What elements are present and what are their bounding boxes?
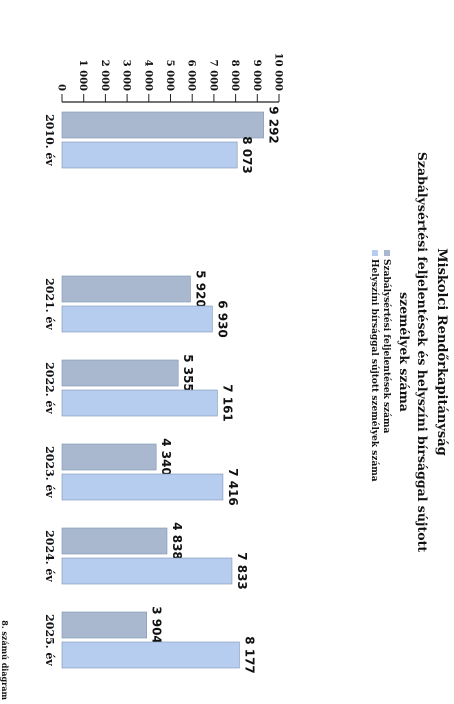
chart-legend: Szabálysértési feljelentések számaHelysz…: [369, 250, 392, 482]
data-label: 4 340: [159, 438, 173, 476]
category-label: 2025. év: [43, 614, 56, 666]
legend-swatch: [384, 250, 390, 256]
value-axis: 0 1 000 2 000 3 000 4 000 5 000 6 000 7 000 8 00…: [56, 53, 284, 103]
axis-tick-label: 10 000: [273, 53, 284, 91]
data-label: 3 904: [150, 606, 164, 644]
axis-tick-label: 9 000: [251, 60, 262, 91]
bar: [61, 611, 148, 639]
bar: [61, 389, 218, 417]
chart-title-line: személyek száma: [397, 292, 412, 412]
bar: [61, 641, 240, 669]
bar: [61, 275, 191, 303]
data-label: 5 355: [181, 354, 195, 392]
chart-title-line: Szabálysértési feljelentések és helyszín…: [415, 152, 430, 552]
axis-tick-label: 5 000: [164, 60, 175, 91]
data-label: 7 161: [220, 384, 234, 422]
bar: [61, 527, 168, 555]
axis-tick-label: 4 000: [142, 60, 153, 91]
category-label: 2022. év: [43, 362, 56, 414]
category-label: 2021. év: [43, 278, 56, 330]
axis-tick-label: 7 000: [207, 60, 218, 91]
category-label: 2010. év: [43, 114, 56, 166]
axis-tick-label: 8 000: [229, 60, 240, 91]
data-label: 8 177: [242, 636, 256, 674]
bar: [61, 141, 238, 169]
bar: [61, 359, 179, 387]
bars: 2010. év 9 292 8 073 2021. év 5 920 6 930 2022…: [43, 106, 281, 674]
data-label: 9 292: [267, 106, 281, 144]
category-label: 2024. év: [43, 530, 56, 582]
bar: [61, 557, 233, 585]
legend-label: Szabálysértési feljelentések száma: [381, 259, 392, 434]
bar: [61, 111, 264, 139]
axis-tick-label: 2 000: [99, 60, 110, 91]
data-label: 4 838: [170, 522, 184, 560]
data-label: 6 930: [215, 300, 229, 338]
axis-tick-label: 0: [56, 84, 67, 91]
chart-title: Szabálysértési feljelentések és helyszín…: [397, 152, 430, 552]
data-label: 7 416: [226, 468, 240, 506]
data-label: 8 073: [240, 136, 254, 174]
chart-header: Miskolci Rendőrkapitányság: [434, 248, 449, 456]
category-label: 2023. év: [43, 446, 56, 498]
axis-tick-label: 6 000: [186, 60, 197, 91]
axis-tick-label: 1 000: [77, 60, 88, 91]
legend-swatch: [372, 250, 378, 256]
bar: [61, 473, 224, 501]
bar: [61, 305, 213, 333]
data-label: 5 920: [193, 270, 207, 308]
chart-footer: 8. számú diagram: [0, 620, 10, 700]
data-label: 7 833: [235, 552, 249, 590]
axis-tick-label: 3 000: [121, 60, 132, 91]
legend-label: Helyszíni bírsággal sújtott személyek sz…: [369, 259, 380, 482]
bar: [61, 443, 157, 471]
